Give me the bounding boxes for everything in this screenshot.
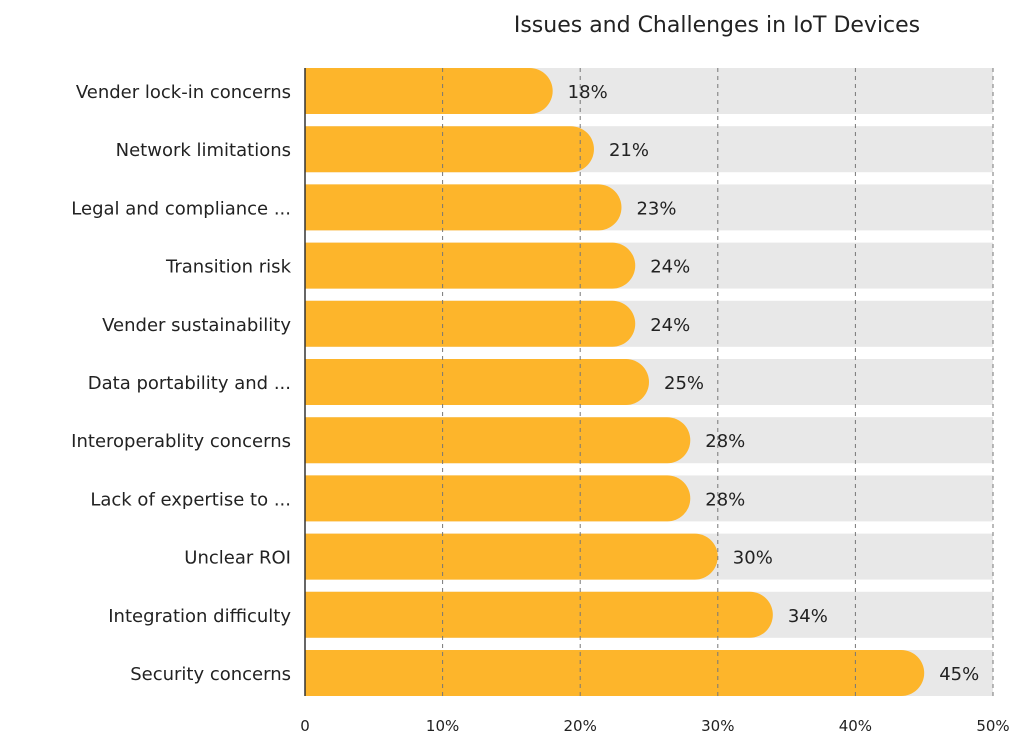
value-label: 21%	[609, 140, 649, 161]
bar	[305, 591, 773, 638]
bar	[305, 126, 594, 173]
gridlines	[304, 68, 994, 696]
x-tick-label: 50%	[976, 717, 1009, 735]
value-label: 28%	[705, 431, 745, 452]
category-labels: Vender lock-in concerns Network limitatio…	[71, 82, 291, 685]
bar	[305, 650, 925, 696]
value-label: 30%	[733, 548, 773, 569]
value-label: 25%	[664, 373, 704, 394]
x-axis-ticks: 0 10% 20% 30% 40% 50%	[300, 717, 1009, 735]
chart-title: Issues and Challenges in IoT Devices	[514, 13, 920, 38]
value-label: 18%	[568, 82, 608, 103]
category-label: Security concerns	[130, 664, 291, 685]
x-tick-label: 40%	[839, 717, 872, 735]
category-label: Network limitations	[116, 140, 291, 161]
category-label: Transition risk	[165, 257, 292, 278]
bars	[305, 68, 925, 696]
category-label: Legal and compliance ...	[71, 198, 291, 219]
x-tick-label: 30%	[701, 717, 734, 735]
value-label: 34%	[788, 606, 828, 627]
category-label: Data portability and ...	[88, 373, 291, 394]
value-labels: 18% 21% 23% 24% 24% 25% 28% 28% 30% 34% 45%	[568, 82, 980, 685]
x-tick-label: 20%	[564, 717, 597, 735]
bar	[305, 533, 718, 580]
value-label: 23%	[636, 198, 676, 219]
x-tick-label: 0	[300, 717, 310, 735]
value-label: 24%	[650, 257, 690, 278]
bar	[305, 242, 636, 289]
category-label: Integration difficulty	[108, 606, 291, 627]
bar	[305, 417, 691, 464]
value-label: 45%	[939, 664, 979, 685]
bar	[305, 475, 691, 522]
category-label: Lack of expertise to ...	[90, 489, 291, 510]
value-label: 24%	[650, 315, 690, 336]
bar	[305, 184, 622, 231]
category-label: Unclear ROI	[184, 548, 291, 569]
x-tick-label: 10%	[426, 717, 459, 735]
category-label: Interoperablity concerns	[71, 431, 291, 452]
value-label: 28%	[705, 489, 745, 510]
category-label: Vender lock-in concerns	[76, 82, 291, 103]
category-label: Vender sustainability	[102, 315, 291, 336]
bar	[305, 359, 649, 405]
bar	[305, 300, 636, 347]
bar	[305, 68, 553, 114]
